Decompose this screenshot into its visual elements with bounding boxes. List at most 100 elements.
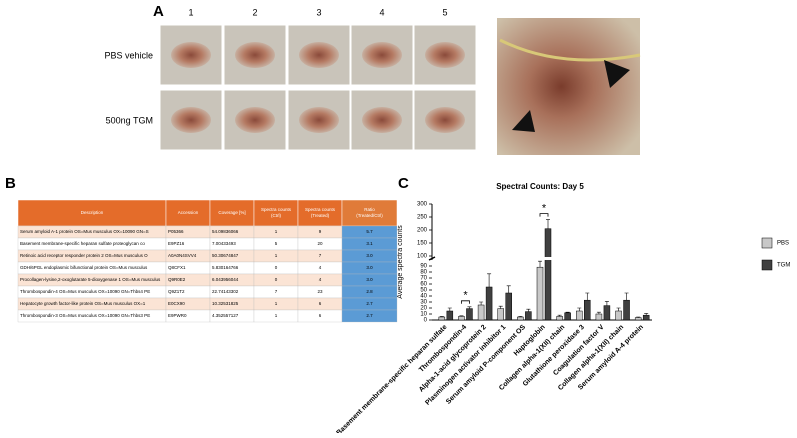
error-bar xyxy=(487,273,492,287)
header-cell xyxy=(17,199,167,227)
cell-text: 6 xyxy=(319,301,322,306)
error-bar xyxy=(518,316,523,317)
tissue xyxy=(299,42,339,68)
bar xyxy=(485,286,493,321)
error-bar xyxy=(439,316,444,317)
y-tick-label: 90 xyxy=(420,264,427,270)
y-tick-label: 80 xyxy=(420,270,427,276)
error-bar xyxy=(565,311,570,313)
bar xyxy=(458,316,465,321)
y-tick-label: 250 xyxy=(417,215,428,221)
y-tick-label: 0 xyxy=(424,318,428,324)
bar xyxy=(544,228,552,321)
cell-text: 5.830164766 xyxy=(212,265,239,270)
header-cell xyxy=(209,199,255,227)
bar xyxy=(438,316,446,321)
cell-text: 2.8 xyxy=(366,289,373,294)
y-tick-label: 100 xyxy=(417,254,428,260)
bar xyxy=(634,317,642,321)
cell-text: Thrombospondin-4 OS=Mus musculus OX=1009… xyxy=(20,289,150,294)
cell-text: 54.09836066 xyxy=(212,229,239,234)
header-text: Accession xyxy=(178,210,199,215)
column-label: 3 xyxy=(316,7,321,17)
cell-text: 4 xyxy=(319,265,322,270)
chart-title: Spectral Counts: Day 5 xyxy=(496,182,584,191)
tissue xyxy=(425,42,465,68)
cell-text: 3.1 xyxy=(366,241,373,246)
y-tick-label: 10 xyxy=(420,312,427,318)
cell-text: Retinoic acid receptor responder protein… xyxy=(20,253,148,258)
cell-text: Q9Z1T2 xyxy=(168,289,185,294)
column-label: 5 xyxy=(442,7,447,17)
cell-text: 5.7 xyxy=(366,229,373,234)
zoom-image xyxy=(497,18,640,155)
tissue xyxy=(171,42,211,68)
y-tick-label: 50 xyxy=(420,288,427,294)
significance-label: * xyxy=(463,290,468,302)
tissue xyxy=(171,107,211,133)
cell-text: 1 xyxy=(275,313,278,318)
cell-text: 6 xyxy=(319,313,322,318)
row-label: PBS vehicle xyxy=(104,50,153,60)
header-cell xyxy=(341,199,398,227)
cell-text: 1 xyxy=(275,229,278,234)
cell-text: E0CX90 xyxy=(168,301,185,306)
cell-text: 1 xyxy=(275,253,278,258)
error-bar xyxy=(616,307,621,311)
cell-text: 23 xyxy=(317,289,323,294)
axis-break-gap xyxy=(536,257,552,260)
y-tick-label: 40 xyxy=(420,294,427,300)
tissue xyxy=(235,42,275,68)
cell-text: 22.74143302 xyxy=(212,289,239,294)
error-bar xyxy=(459,315,464,317)
cell-text: 9 xyxy=(319,229,322,234)
vessel xyxy=(499,38,641,62)
cell-text: 1 xyxy=(275,301,278,306)
cell-text: Hepatocyte growth factor-like protein OS… xyxy=(20,301,146,306)
tissue xyxy=(425,107,465,133)
error-bar xyxy=(596,311,601,314)
cell-text: 4.352557127 xyxy=(212,313,239,318)
cell-text: Basement membrane-specific heparan sulfa… xyxy=(20,241,145,246)
panel-label: A xyxy=(153,3,164,20)
bar xyxy=(477,304,485,321)
y-tick-label: 60 xyxy=(420,282,427,288)
bar xyxy=(497,308,504,321)
legend-swatch xyxy=(761,259,773,271)
y-tick-label: 150 xyxy=(417,241,428,247)
cell-text: E9PZ16 xyxy=(168,241,185,246)
y-tick-label: 200 xyxy=(417,228,428,234)
bar xyxy=(525,311,532,321)
cell-text: GDH/6PGL endoplasmic bifunctional protei… xyxy=(20,265,148,270)
error-bar xyxy=(498,305,503,309)
y-tick-label: 70 xyxy=(420,276,427,282)
bar xyxy=(603,305,611,321)
panel-label: B xyxy=(5,175,16,192)
column-label: 4 xyxy=(379,7,384,17)
header-cell xyxy=(253,199,299,227)
axis-break xyxy=(428,256,436,261)
significance-bracket xyxy=(539,213,549,217)
bar xyxy=(615,310,622,321)
legend-swatch xyxy=(761,237,773,249)
photo xyxy=(413,24,477,86)
header-text: Description xyxy=(81,210,104,215)
cell-text: 7 xyxy=(275,289,278,294)
error-bar xyxy=(604,301,609,306)
error-bar xyxy=(577,307,582,311)
header-cell xyxy=(165,199,211,227)
cell-text: Thrombospondin-3 OS=Mus musculus OX=1009… xyxy=(20,313,150,318)
cell-text: Serum amyloid A-1 protein OS=Mus musculu… xyxy=(20,229,149,234)
bar xyxy=(536,266,544,321)
bar xyxy=(642,314,650,321)
arrowhead xyxy=(512,110,535,132)
cell-text: Q9R0E2 xyxy=(168,277,186,282)
bar xyxy=(556,316,563,321)
cell-text: 50.30674847 xyxy=(212,253,239,258)
error-bar xyxy=(624,292,629,301)
error-bar xyxy=(506,285,511,293)
cell-text: 10.32531825 xyxy=(212,301,239,306)
error-bar xyxy=(585,292,590,301)
cell-text: 4 xyxy=(319,277,322,282)
header-text: Coverage [%] xyxy=(218,210,245,215)
